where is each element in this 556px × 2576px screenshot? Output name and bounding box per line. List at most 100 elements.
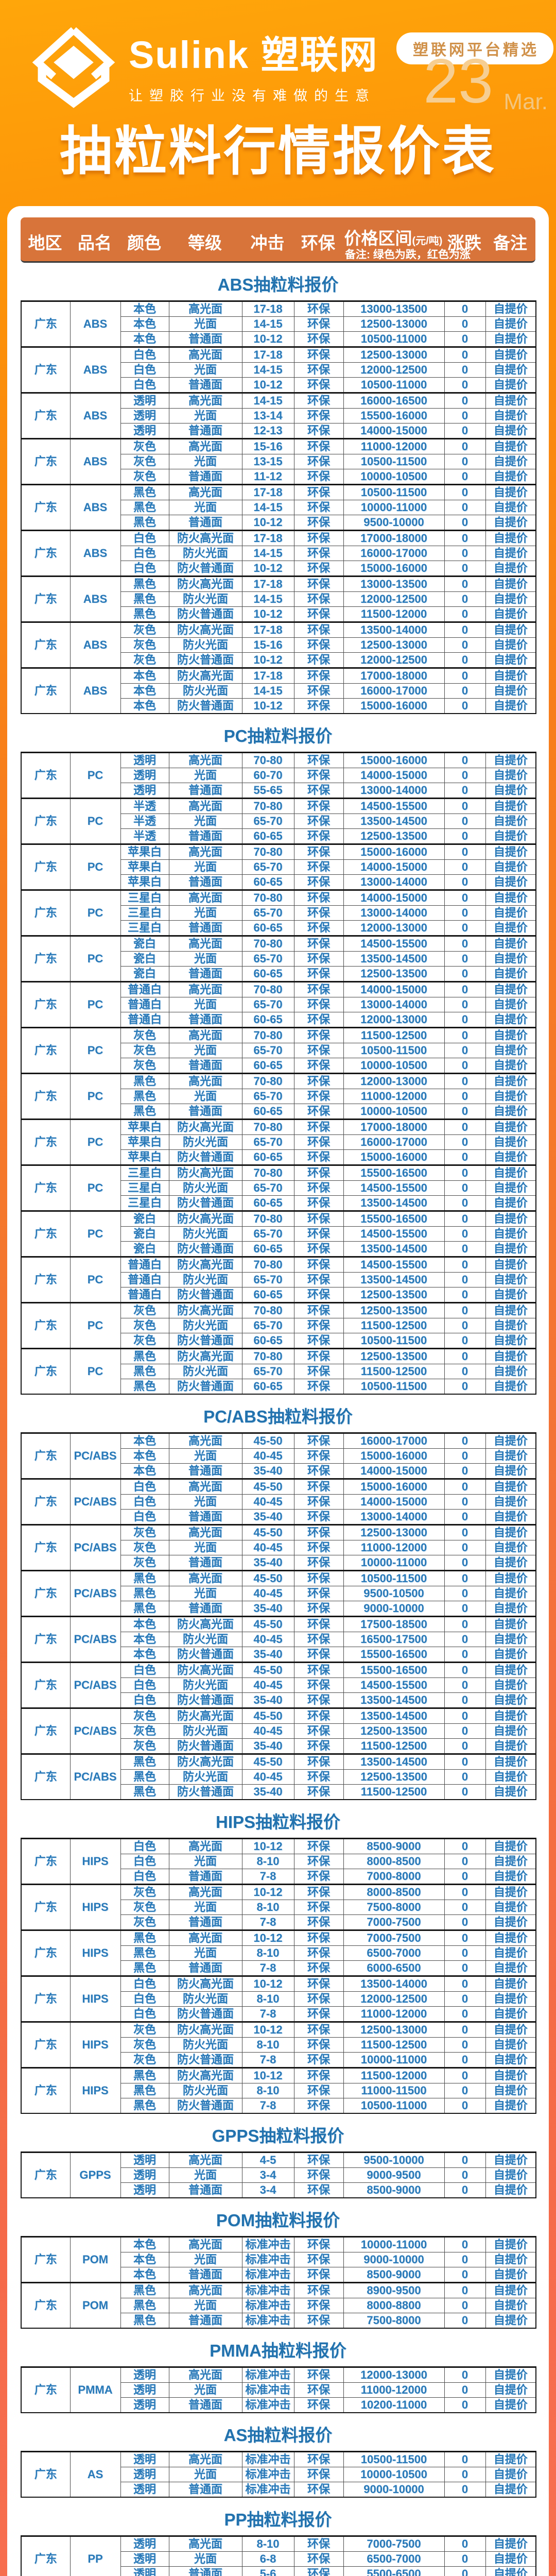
cell-impact: 60-65	[241, 966, 294, 982]
cell-grade: 普通面	[168, 2313, 242, 2329]
price-row: 广东 PC 瓷白 高光面 70-80 环保 14500-15500 0 自提价	[21, 935, 536, 982]
cell-region: 广东	[21, 1432, 71, 1479]
cell-change: 0	[444, 1555, 486, 1571]
cell-region: 广东	[21, 1210, 71, 1257]
price-row: 灰色 普通面 11-12 环保 10000-10500 0 自提价	[21, 469, 536, 485]
cell-change: 0	[444, 843, 486, 860]
cell-price: 11000-12000	[343, 1540, 445, 1555]
cell-price: 16000-17000	[343, 683, 445, 699]
cell-grade: 防火光面	[168, 1364, 242, 1379]
cell-impact: 65-70	[241, 1134, 294, 1150]
cell-change: 0	[444, 1333, 486, 1349]
cell-product: ABS	[70, 346, 121, 393]
cell-region: 广东	[21, 1975, 71, 2022]
product-group: 广东 HIPS 白色 防火高光面 10-12 环保 13500-14000 0 自提价 白色 防火光…	[21, 1975, 536, 2022]
cell-impact: 60-65	[241, 1287, 294, 1303]
cell-remark: 自提价	[485, 1555, 536, 1571]
price-row: 苹果白 光面 65-70 环保 14000-15000 0 自提价	[21, 859, 536, 875]
cell-impact: 标准冲击	[241, 2252, 294, 2267]
cell-env: 环保	[293, 905, 344, 921]
cell-grade: 光面	[168, 2252, 242, 2267]
cell-grade: 光面	[168, 2551, 242, 2567]
cell-env: 环保	[293, 2182, 344, 2198]
cell-grade: 防火光面	[168, 1318, 242, 1333]
cell-env: 环保	[293, 1738, 344, 1754]
cell-remark: 自提价	[485, 1256, 536, 1273]
cell-change: 0	[444, 1089, 486, 1104]
price-row: 黑色 光面 65-70 环保 11000-12000 0 自提价	[21, 1089, 536, 1104]
cell-change: 0	[444, 752, 486, 768]
cell-env: 环保	[293, 997, 344, 1012]
cell-color: 透明	[120, 768, 169, 783]
cell-color: 黑色	[120, 1960, 169, 1976]
cell-change: 0	[444, 1302, 486, 1318]
product-group: 广东 AS 透明 高光面 标准冲击 环保 10500-11500 0 自提价 透明 光面 标准冲击 环保…	[21, 2451, 536, 2498]
cell-color: 白色	[120, 1869, 169, 1885]
cell-change: 0	[444, 1164, 486, 1181]
price-row: 灰色 防火光面 8-10 环保 11500-12500 0 自提价	[21, 2037, 536, 2053]
cell-region: 广东	[21, 346, 71, 393]
cell-change: 0	[444, 515, 486, 531]
cell-price: 12000-12500	[343, 1991, 445, 2007]
cell-price: 17000-18000	[343, 667, 445, 684]
cell-color: 普通白	[120, 1256, 169, 1273]
cell-price: 10000-11000	[343, 2052, 445, 2068]
cell-change: 0	[444, 1540, 486, 1555]
cell-region: 广东	[21, 2451, 71, 2498]
cell-price: 16500-17500	[343, 1632, 445, 1647]
cell-change: 0	[444, 966, 486, 982]
product-group: 广东 PC/ABS 白色 防火高光面 45-50 环保 15500-16500 0 自提价 白色防…	[21, 1662, 536, 1708]
cell-impact: 60-65	[241, 1379, 294, 1395]
cell-grade: 光面	[168, 1900, 242, 1915]
cell-color: 半透	[120, 828, 169, 844]
cell-color: 白色	[120, 1692, 169, 1708]
cell-price: 14000-15000	[343, 859, 445, 875]
price-row: 广东 AS 透明 高光面 标准冲击 环保 10500-11500 0 自提价	[21, 2451, 536, 2498]
cell-color: 苹果白	[120, 1118, 169, 1135]
cell-impact: 13-14	[241, 408, 294, 423]
cell-impact: 8-10	[241, 2037, 294, 2053]
cell-remark: 自提价	[485, 2067, 536, 2083]
col-header-remark: 备注	[493, 233, 527, 252]
cell-change: 0	[444, 1348, 486, 1364]
cell-remark: 自提价	[485, 2313, 536, 2329]
cell-remark: 自提价	[485, 546, 536, 561]
cell-env: 环保	[293, 1448, 344, 1464]
cell-change: 0	[444, 1524, 486, 1540]
price-row: 黑色 普通面 10-12 环保 9500-10000 0 自提价	[21, 515, 536, 531]
cell-impact: 60-65	[241, 1058, 294, 1074]
cell-change: 0	[444, 2021, 486, 2038]
cell-price: 10500-11000	[343, 331, 445, 347]
cell-color: 白色	[120, 1991, 169, 2007]
cell-impact: 45-50	[241, 1616, 294, 1632]
cell-impact: 14-15	[241, 591, 294, 607]
cell-impact: 45-50	[241, 1432, 294, 1449]
cell-product: ABS	[70, 667, 121, 714]
price-row: 广东 PC/ABS 黑色 防火高光面 45-50 环保 13500-14500 0 自提价	[21, 1753, 536, 1800]
cell-change: 0	[444, 1012, 486, 1028]
cell-remark: 自提价	[485, 2236, 536, 2252]
cell-change: 0	[444, 1043, 486, 1058]
cell-region: 广东	[21, 1118, 71, 1165]
cell-region: 广东	[21, 2236, 71, 2283]
cell-impact: 14-15	[241, 362, 294, 378]
date-day: 23	[423, 46, 493, 116]
cell-remark: 自提价	[485, 2397, 536, 2413]
cell-env: 环保	[293, 752, 344, 768]
brand-block: Sulink 塑联网 让塑胶行业没有难做的生意	[129, 36, 378, 105]
price-row: 广东 ABS 黑色 防火高光面 17-18 环保 13000-13500 0 自提价	[21, 575, 536, 622]
cell-env: 环保	[293, 392, 344, 409]
cell-price: 11000-12000	[343, 2006, 445, 2022]
cell-env: 环保	[293, 575, 344, 592]
cell-color: 本色	[120, 2236, 169, 2252]
cell-grade: 光面	[168, 1494, 242, 1510]
product-group: 广东 ABS 白色 防火高光面 17-18 环保 17000-18000 0 自提价 白色 防火光面…	[21, 530, 536, 577]
cell-change: 0	[444, 469, 486, 485]
cell-impact: 10-12	[241, 1929, 294, 1946]
cell-env: 环保	[293, 1333, 344, 1349]
cell-product: PC	[70, 981, 121, 1028]
cell-price: 15500-16500	[343, 1210, 445, 1227]
cell-change: 0	[444, 530, 486, 546]
cell-env: 环保	[293, 2551, 344, 2567]
cell-price: 12500-13500	[343, 1723, 445, 1739]
